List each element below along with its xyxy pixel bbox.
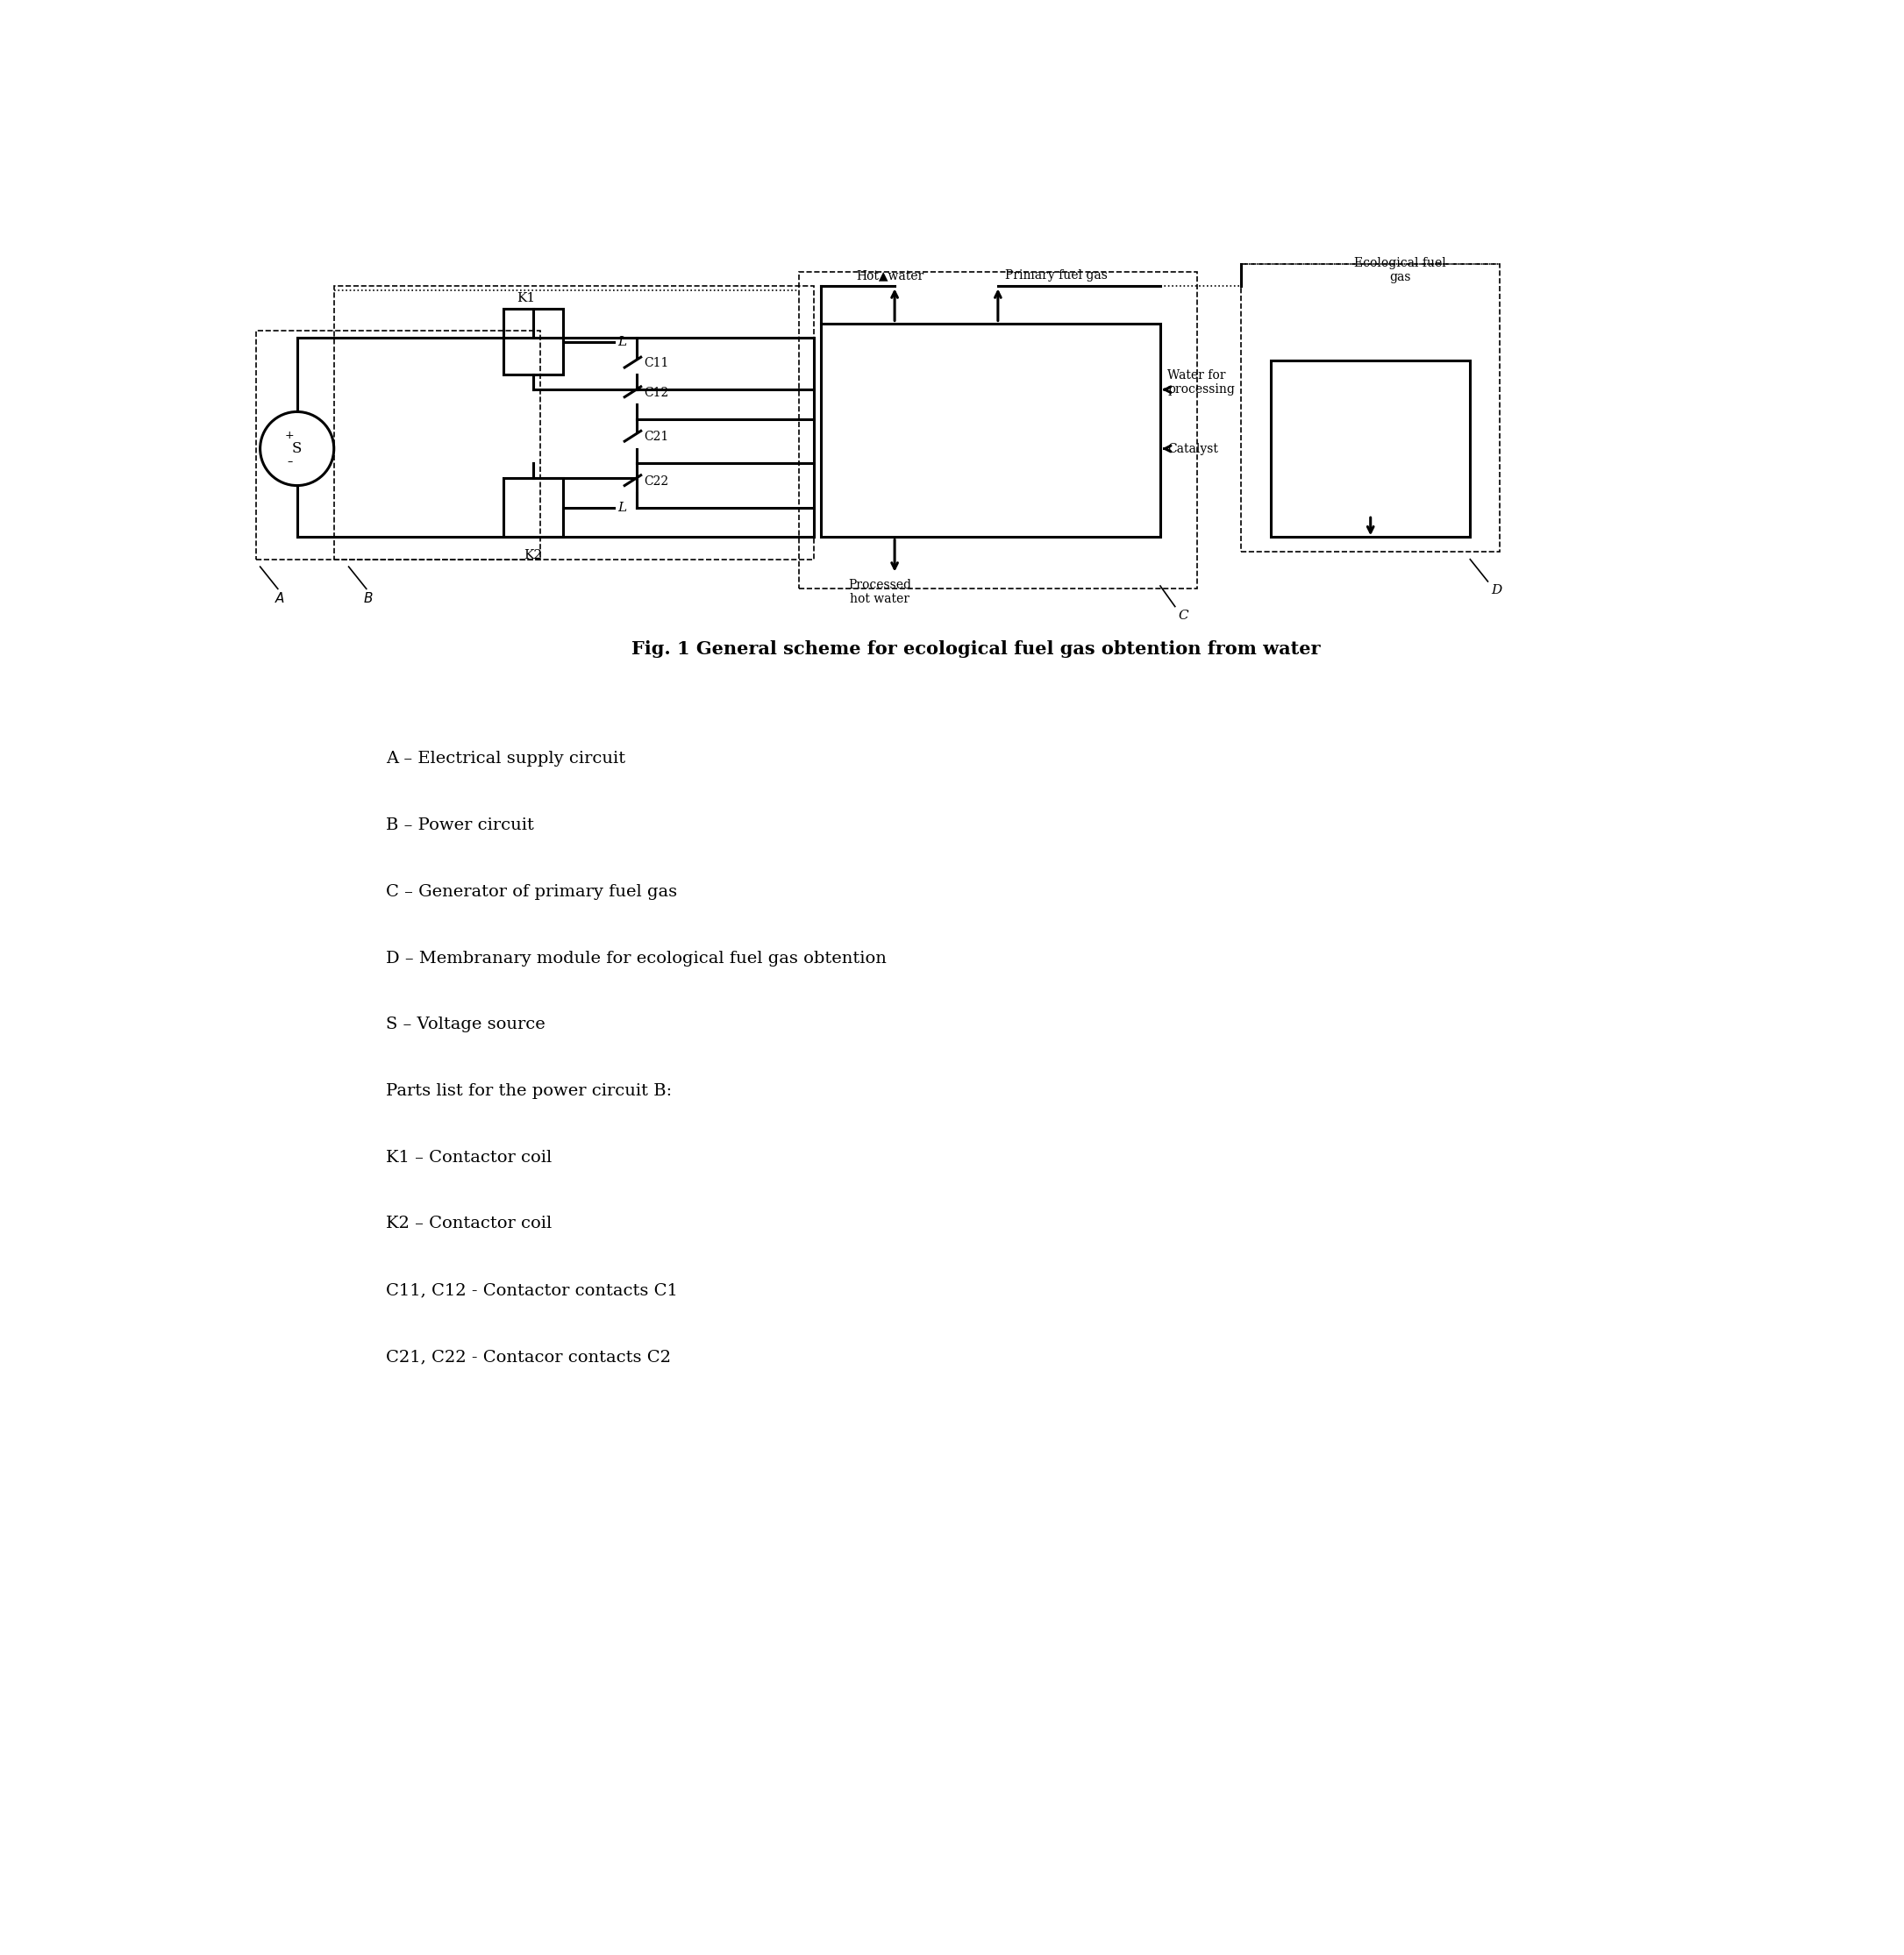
Bar (503, 309, 564, 375)
Text: C11, C12 - Contactor contacts C1: C11, C12 - Contactor contacts C1 (385, 1282, 678, 1298)
Text: C21, C22 - Contacor contacts C2: C21, C22 - Contacor contacts C2 (385, 1349, 670, 1365)
Text: –: – (288, 456, 293, 467)
Text: A: A (274, 592, 284, 604)
Bar (333, 285, 813, 559)
Text: C21: C21 (644, 430, 668, 444)
Text: S – Voltage source: S – Voltage source (385, 1017, 545, 1032)
Text: B: B (364, 592, 373, 604)
Text: C12: C12 (644, 387, 668, 399)
Text: Parts list for the power circuit B:: Parts list for the power circuit B: (385, 1083, 672, 1099)
Bar (821, 323, 1160, 538)
Text: K1 – Contactor coil: K1 – Contactor coil (385, 1150, 552, 1165)
Text: L: L (617, 502, 626, 514)
Text: Fig. 1 General scheme for ecological fuel gas obtention from water: Fig. 1 General scheme for ecological fue… (632, 641, 1319, 659)
Text: Processed
hot water: Processed hot water (849, 579, 912, 604)
Text: D – Membranary module for ecological fuel gas obtention: D – Membranary module for ecological fue… (385, 950, 885, 966)
Text: S: S (291, 442, 303, 456)
Text: B – Power circuit: B – Power circuit (385, 817, 533, 833)
Text: K2 – Contactor coil: K2 – Contactor coil (385, 1216, 552, 1232)
Text: C11: C11 (644, 358, 668, 369)
Bar (255, 330, 541, 559)
Text: +: + (286, 430, 295, 442)
Text: Ecological fuel
gas: Ecological fuel gas (1354, 256, 1445, 283)
Text: Hot▲water: Hot▲water (857, 270, 923, 282)
Text: L: L (617, 336, 626, 348)
Text: C – Generator of primary fuel gas: C – Generator of primary fuel gas (385, 884, 676, 899)
Bar (1272, 360, 1470, 538)
Text: Primary fuel gas: Primary fuel gas (1005, 270, 1108, 282)
Text: K2: K2 (524, 549, 543, 561)
Text: K1: K1 (516, 291, 535, 305)
Text: D: D (1491, 585, 1502, 596)
Text: Catalyst: Catalyst (1167, 442, 1219, 456)
Bar (503, 479, 564, 538)
Bar (800, 272, 1198, 588)
Text: C22: C22 (644, 475, 668, 487)
Text: C: C (1179, 610, 1188, 622)
Bar (1241, 264, 1500, 551)
Text: A – Electrical supply circuit: A – Electrical supply circuit (385, 751, 625, 766)
Text: Water for
processing: Water for processing (1167, 369, 1236, 395)
